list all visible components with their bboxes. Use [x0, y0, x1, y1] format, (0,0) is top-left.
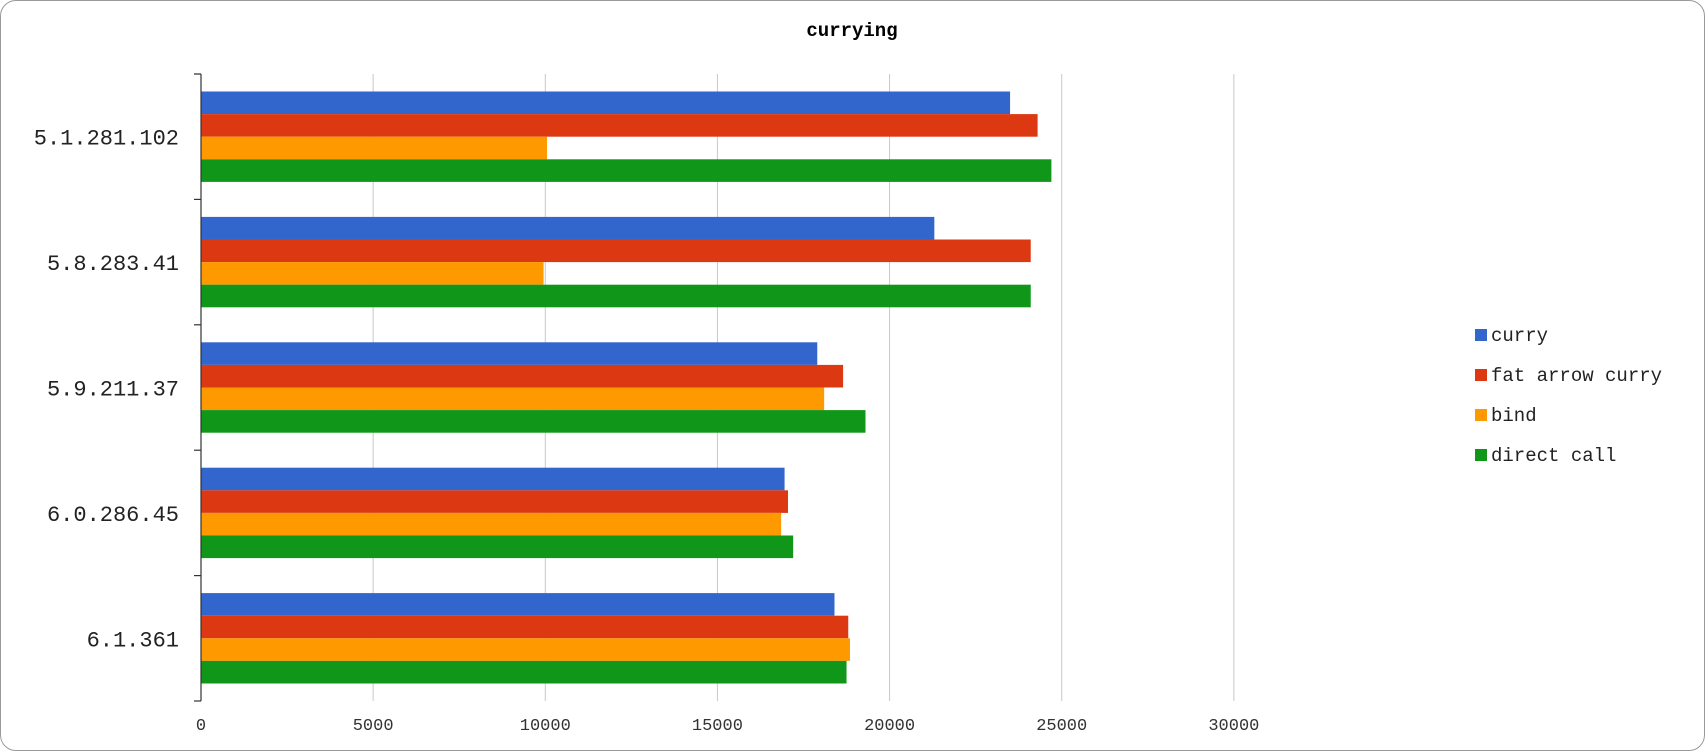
axes: 0 5000 10000 15000 20000 25000 30000 5.1.281.10… [34, 73, 1259, 736]
x-tick-label: 15000 [692, 717, 743, 736]
bar-bind [201, 512, 782, 536]
bar-fat-arrow-curry [201, 615, 849, 639]
x-tick-label: 5000 [353, 717, 394, 736]
x-tick-label: 25000 [1036, 717, 1087, 736]
category-label: 6.1.361 [87, 628, 179, 653]
x-tick-label: 10000 [520, 717, 571, 736]
bar-curry [201, 342, 818, 365]
chart-title: currying [806, 20, 897, 42]
bar-direct-call [201, 660, 847, 684]
category-label: 5.8.283.41 [47, 252, 179, 277]
bar-curry [201, 91, 1011, 115]
bar-bind [201, 387, 825, 411]
bar-curry [201, 216, 935, 240]
bar-curry [201, 593, 835, 616]
bars [201, 91, 1052, 684]
x-tick-label: 30000 [1208, 717, 1259, 736]
x-tick-label: 0 [196, 717, 206, 736]
legend-label: direct call [1491, 445, 1616, 467]
bar-curry [201, 467, 785, 491]
category-label: 6.0.286.45 [47, 503, 179, 528]
bar-bind [201, 638, 850, 661]
bar-bind [201, 136, 548, 160]
bar-bind [201, 262, 544, 285]
bar-direct-call [201, 410, 866, 433]
bar-fat-arrow-curry [201, 239, 1031, 263]
category-label: 5.1.281.102 [34, 127, 179, 152]
legend-swatch [1475, 329, 1487, 341]
legend: curry fat arrow curry bind direct call [1475, 325, 1662, 467]
legend-label: fat arrow curry [1491, 365, 1662, 387]
bar-fat-arrow-curry [201, 490, 789, 513]
legend-label: curry [1491, 325, 1548, 347]
category-label: 5.9.211.37 [47, 378, 179, 403]
bar-direct-call [201, 535, 794, 559]
x-tick-label: 20000 [864, 717, 915, 736]
bar-direct-call [201, 284, 1031, 308]
bar-direct-call [201, 159, 1052, 182]
bar-fat-arrow-curry [201, 114, 1038, 137]
bar-fat-arrow-curry [201, 364, 844, 388]
legend-swatch [1475, 449, 1487, 461]
legend-label: bind [1491, 405, 1537, 427]
legend-swatch [1475, 369, 1487, 381]
legend-swatch [1475, 409, 1487, 421]
